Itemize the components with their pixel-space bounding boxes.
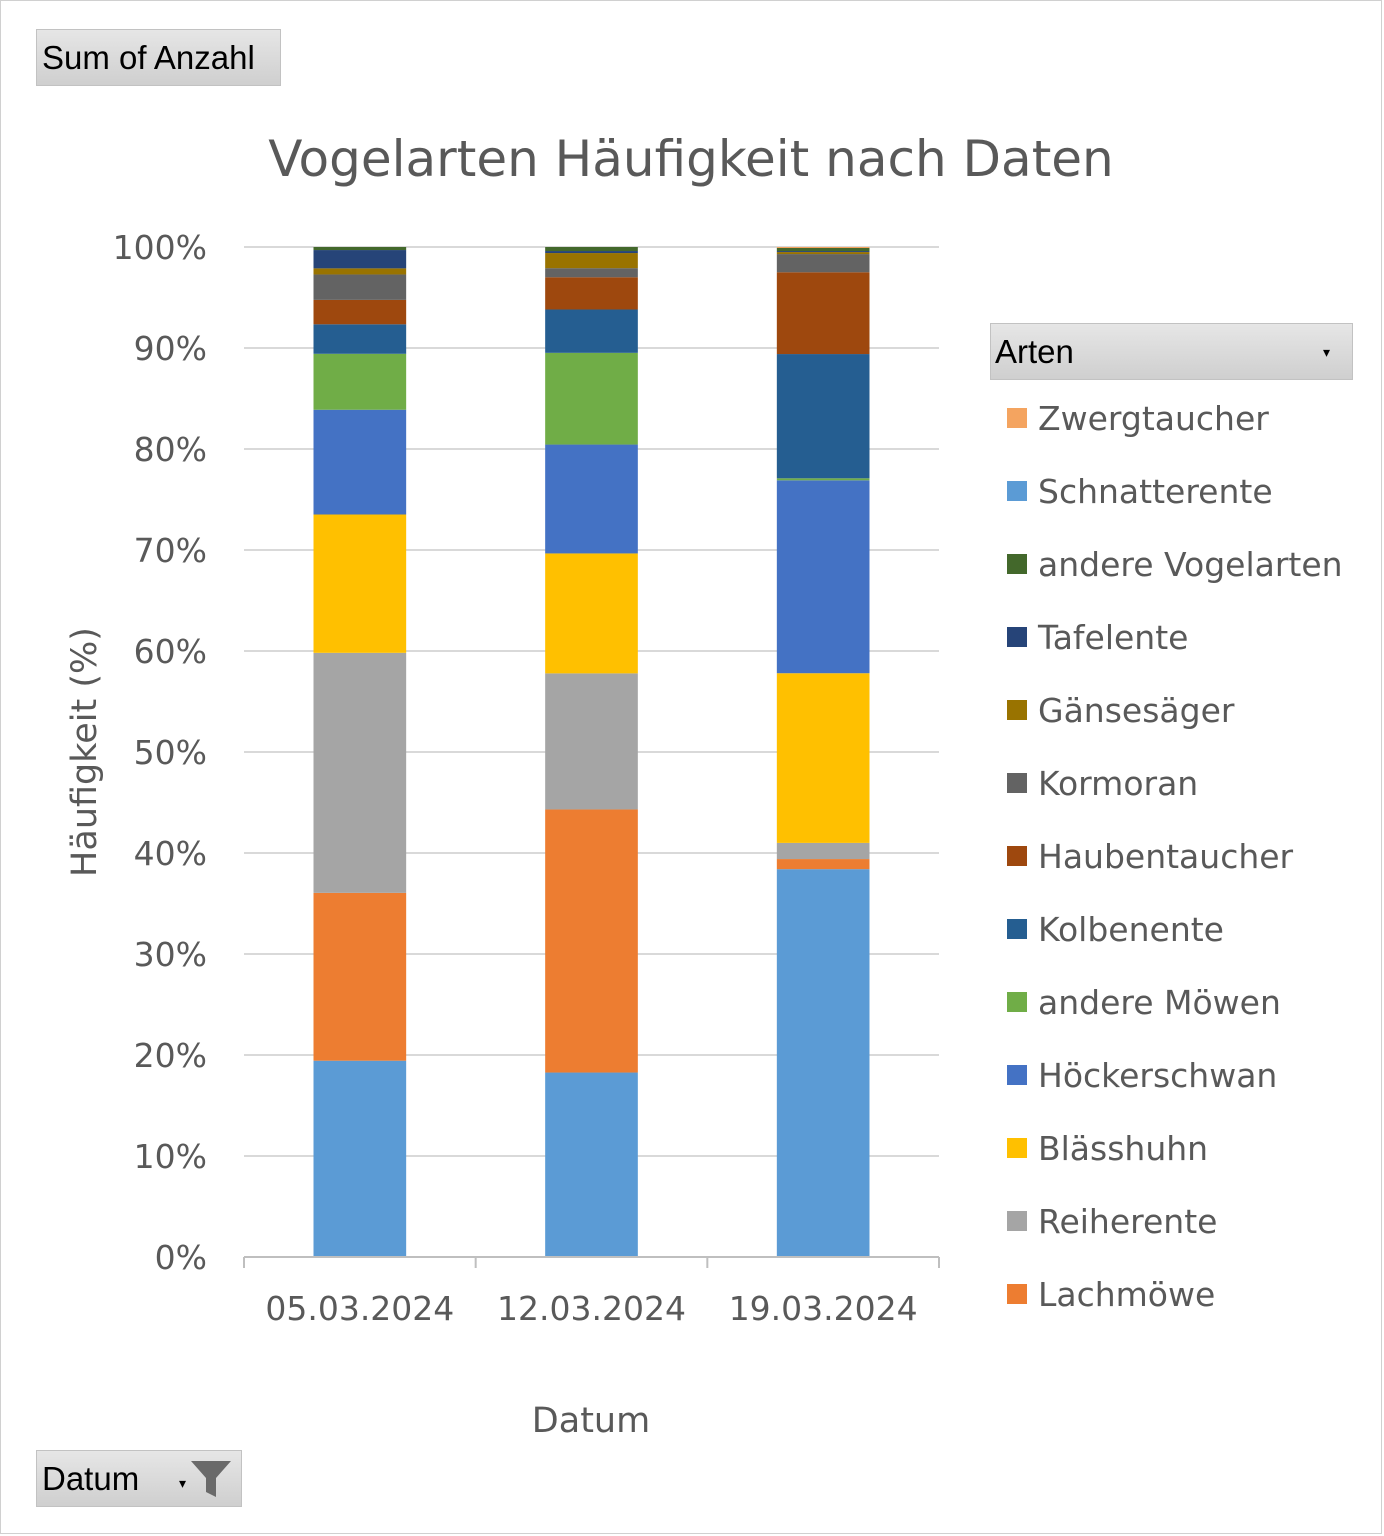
- values-field-label: Sum of Anzahl: [42, 38, 255, 76]
- axis-field-label: Datum: [42, 1459, 140, 1497]
- legend-field-label: Arten: [995, 332, 1074, 370]
- filter-icon[interactable]: [189, 1459, 233, 1499]
- values-field-button[interactable]: Sum of Anzahl: [36, 29, 281, 86]
- axis-field-button[interactable]: Datum ▾: [36, 1450, 242, 1507]
- chevron-down-icon[interactable]: ▾: [1322, 344, 1330, 360]
- legend-field-button[interactable]: Arten ▾: [990, 323, 1353, 380]
- chevron-down-icon[interactable]: ▾: [179, 1475, 187, 1491]
